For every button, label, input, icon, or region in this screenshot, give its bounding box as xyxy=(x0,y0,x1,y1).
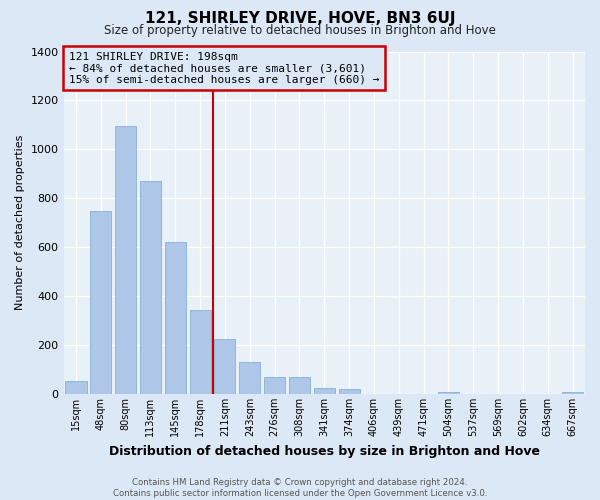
Bar xyxy=(165,242,186,394)
Bar xyxy=(264,377,285,394)
Bar xyxy=(65,380,86,394)
Bar xyxy=(438,392,459,394)
Bar xyxy=(214,339,235,394)
Bar xyxy=(289,377,310,394)
Bar xyxy=(239,362,260,394)
Bar xyxy=(140,181,161,394)
Y-axis label: Number of detached properties: Number of detached properties xyxy=(15,135,25,310)
Text: 121 SHIRLEY DRIVE: 198sqm
← 84% of detached houses are smaller (3,601)
15% of se: 121 SHIRLEY DRIVE: 198sqm ← 84% of detac… xyxy=(69,52,379,84)
Bar xyxy=(338,389,359,394)
Text: Contains HM Land Registry data © Crown copyright and database right 2024.
Contai: Contains HM Land Registry data © Crown c… xyxy=(113,478,487,498)
Text: Size of property relative to detached houses in Brighton and Hove: Size of property relative to detached ho… xyxy=(104,24,496,37)
X-axis label: Distribution of detached houses by size in Brighton and Hove: Distribution of detached houses by size … xyxy=(109,444,540,458)
Bar xyxy=(314,388,335,394)
Bar xyxy=(562,392,583,394)
Bar xyxy=(115,126,136,394)
Bar xyxy=(190,310,211,394)
Bar xyxy=(90,210,112,394)
Text: 121, SHIRLEY DRIVE, HOVE, BN3 6UJ: 121, SHIRLEY DRIVE, HOVE, BN3 6UJ xyxy=(145,11,455,26)
